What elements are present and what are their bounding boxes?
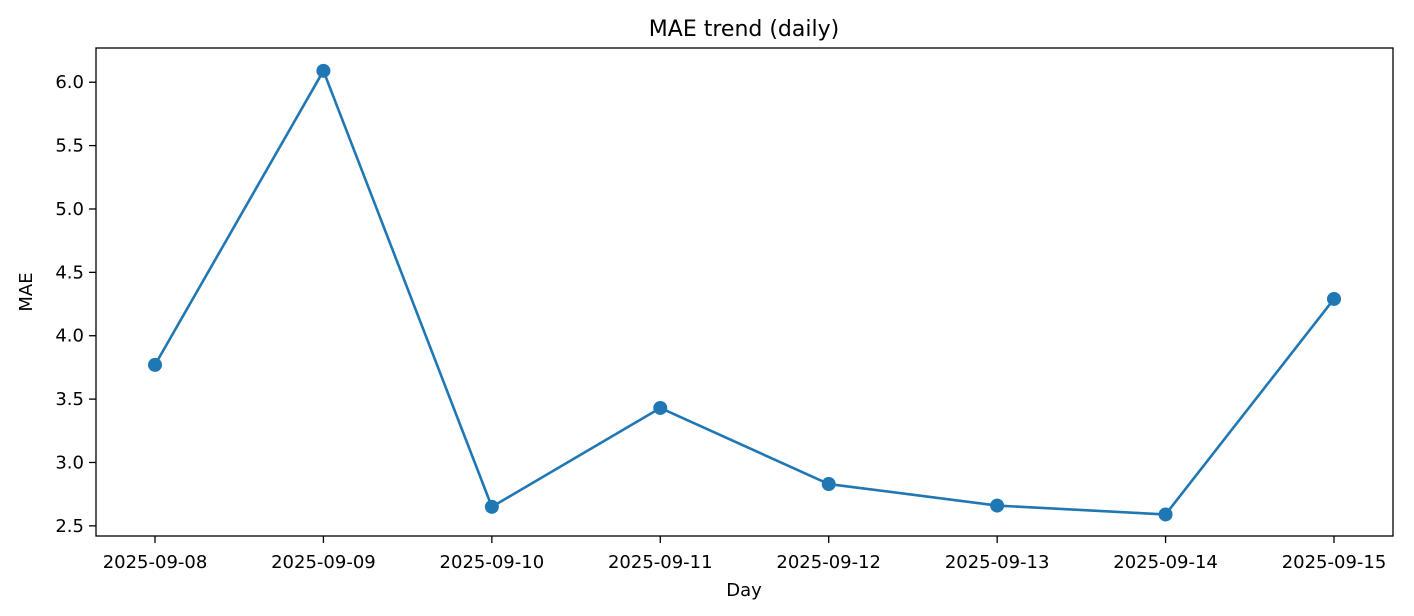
series-line [153, 69, 1336, 516]
x-tick-label: 2025-09-13 [945, 552, 1050, 573]
x-axis: 2025-09-08 2025-09-09 2025-09-10 2025-09-11… [103, 536, 1387, 573]
data-point [484, 499, 499, 514]
x-tick-label: 2025-09-10 [440, 552, 545, 573]
y-axis: 2.5 3.0 3.5 4.0 4.5 5.0 5.5 6.0 [55, 72, 96, 537]
chart-title: MAE trend (daily) [649, 17, 839, 42]
x-tick-label: 2025-09-12 [776, 552, 881, 573]
y-tick-label: 3.0 [55, 452, 84, 473]
y-tick-label: 4.5 [55, 262, 84, 283]
y-tick-label: 5.5 [55, 136, 84, 157]
x-tick-label: 2025-09-08 [103, 552, 208, 573]
axes-frame [95, 47, 1394, 537]
data-point [653, 400, 668, 415]
y-axis-label: MAE [16, 272, 37, 311]
x-axis-label: Day [726, 580, 762, 601]
x-tick-label: 2025-09-15 [1282, 552, 1387, 573]
data-point [316, 63, 331, 78]
x-tick-label: 2025-09-14 [1113, 552, 1218, 573]
y-tick-label: 6.0 [55, 72, 84, 93]
x-tick-label: 2025-09-09 [271, 552, 376, 573]
plot-area [148, 63, 1341, 522]
y-tick-label: 2.5 [55, 516, 84, 537]
data-point [1158, 507, 1173, 522]
y-tick-label: 3.5 [55, 389, 84, 410]
y-tick-label: 5.0 [55, 199, 84, 220]
data-point [148, 357, 162, 372]
data-point [990, 498, 1005, 513]
data-point [821, 477, 836, 492]
x-tick-label: 2025-09-11 [608, 552, 713, 573]
y-tick-label: 4.0 [55, 326, 84, 347]
data-point [1327, 291, 1341, 306]
